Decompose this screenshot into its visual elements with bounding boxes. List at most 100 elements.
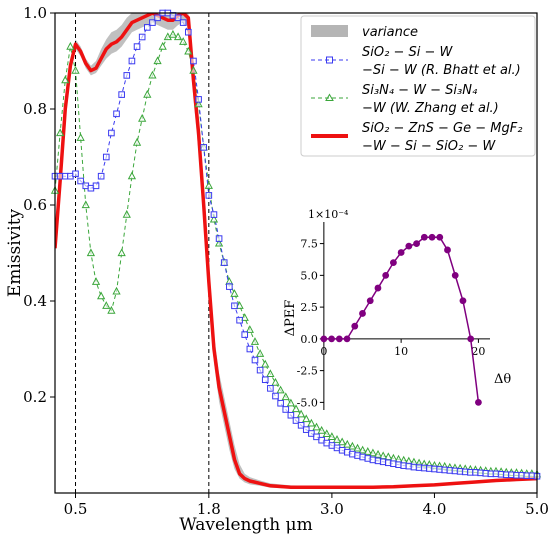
point-bhatt-18 bbox=[143, 24, 151, 31]
point-zhang-35 bbox=[230, 289, 239, 297]
inset-x-tick-label-1: 10 bbox=[394, 345, 408, 358]
variance-band bbox=[55, 13, 537, 489]
inset-y-tick-label-5: 7.5 bbox=[300, 238, 318, 251]
inset-point-5 bbox=[359, 310, 366, 317]
point-zhang-62 bbox=[368, 448, 378, 457]
point-bhatt-4 bbox=[72, 170, 79, 178]
inset-point-6 bbox=[366, 297, 374, 305]
inset-y-tick-label-1: -2.5 bbox=[297, 365, 318, 378]
legend-label-zhang-line2: −W (W. Zhang et al.) bbox=[362, 101, 499, 116]
point-zhang-59 bbox=[353, 443, 362, 452]
point-bhatt-39 bbox=[251, 356, 259, 364]
point-zhang-1 bbox=[55, 128, 65, 137]
x-axis-ticks: 0.5 1.8 3.0 4.0 5.0 bbox=[64, 493, 549, 518]
inset-point-10 bbox=[397, 249, 405, 256]
point-bhatt-5 bbox=[77, 177, 84, 185]
point-bhatt-46 bbox=[287, 411, 295, 419]
inset-point-0 bbox=[320, 335, 328, 343]
point-bhatt-9 bbox=[97, 172, 105, 180]
point-bhatt-13 bbox=[118, 91, 125, 98]
point-zhang-37 bbox=[240, 313, 249, 321]
point-bhatt-10 bbox=[102, 153, 110, 161]
point-bhatt-42 bbox=[267, 385, 274, 392]
point-zhang-56 bbox=[338, 437, 347, 446]
point-zhang-63 bbox=[373, 449, 383, 458]
x-tick-label-3: 4.0 bbox=[423, 500, 447, 518]
point-zhang-52 bbox=[317, 425, 326, 434]
inset-y-tick-label-0: -5.0 bbox=[297, 396, 318, 409]
inset-point-15 bbox=[436, 233, 444, 241]
legend-label-bhatt-line2: −Si − W (R. Bhatt et al.) bbox=[362, 63, 521, 78]
point-bhatt-29 bbox=[200, 144, 208, 151]
legend-box bbox=[300, 15, 536, 157]
point-zhang-7 bbox=[86, 248, 96, 257]
series-markers bbox=[50, 9, 542, 480]
point-bhatt-16 bbox=[133, 43, 141, 50]
y-axis-ticks: 0.2 0.4 0.6 0.8 1.0 bbox=[23, 4, 55, 406]
inset-x-tick-label-2: 20 bbox=[471, 345, 485, 358]
legend-marker-zhang bbox=[325, 93, 334, 101]
point-bhatt-30 bbox=[205, 192, 213, 199]
point-bhatt-25 bbox=[179, 19, 187, 26]
inset-y-tick-label-2: 0.0 bbox=[300, 333, 318, 346]
point-bhatt-27 bbox=[190, 57, 197, 65]
inset-point-18 bbox=[459, 297, 467, 305]
point-zhang-9 bbox=[97, 291, 106, 300]
point-zhang-3 bbox=[66, 41, 75, 50]
point-zhang-48 bbox=[296, 409, 306, 418]
point-zhang-18 bbox=[143, 89, 152, 98]
x-tick-label-4: 5.0 bbox=[525, 500, 549, 518]
legend-label-bhatt-line1: SiO₂ − Si − W bbox=[362, 45, 453, 60]
point-bhatt-41 bbox=[261, 376, 269, 384]
point-bhatt-34 bbox=[226, 283, 233, 290]
point-zhang-45 bbox=[281, 392, 290, 401]
point-zhang-46 bbox=[286, 398, 296, 407]
point-bhatt-28 bbox=[195, 96, 202, 103]
point-bhatt-38 bbox=[246, 345, 254, 353]
inset-point-3 bbox=[343, 335, 351, 343]
inset-point-4 bbox=[351, 322, 359, 330]
x-axis-title: Wavelength μm bbox=[179, 515, 312, 535]
legend-swatch-variance bbox=[311, 25, 348, 37]
inset-point-8 bbox=[382, 271, 390, 279]
point-zhang-13 bbox=[117, 248, 126, 257]
point-bhatt-24 bbox=[174, 14, 182, 22]
point-zhang-49 bbox=[302, 414, 311, 423]
point-zhang-39 bbox=[250, 337, 260, 345]
point-zhang-30 bbox=[204, 181, 213, 189]
point-zhang-61 bbox=[363, 447, 372, 455]
inset-series bbox=[320, 233, 482, 406]
legend-marker-bhatt bbox=[326, 56, 333, 64]
inset-point-11 bbox=[405, 242, 413, 250]
point-zhang-2 bbox=[61, 75, 70, 84]
y-axis-title: Emissivity bbox=[5, 208, 25, 297]
point-bhatt-32 bbox=[215, 235, 223, 242]
point-zhang-54 bbox=[327, 432, 337, 440]
inset-multiplier: 1×10⁻⁴ bbox=[308, 208, 349, 221]
point-zhang-16 bbox=[132, 137, 142, 146]
point-bhatt-36 bbox=[236, 316, 243, 324]
point-zhang-6 bbox=[81, 200, 90, 209]
point-zhang-4 bbox=[71, 65, 80, 74]
point-zhang-57 bbox=[343, 439, 352, 448]
point-bhatt-12 bbox=[113, 110, 120, 118]
inset-point-1 bbox=[328, 335, 335, 343]
plot-frame bbox=[54, 12, 538, 494]
inset-point-19 bbox=[467, 335, 475, 343]
legend-label-proposed-line2: −W − Si − SiO₂ − W bbox=[362, 139, 496, 154]
point-zhang-19 bbox=[148, 70, 157, 79]
x-tick-label-0: 0.5 bbox=[64, 500, 88, 518]
point-zhang-50 bbox=[307, 418, 316, 427]
inset-y-tick-label-3: 2.5 bbox=[300, 301, 318, 314]
series-line-proposed bbox=[55, 13, 537, 489]
point-zhang-23 bbox=[168, 29, 178, 38]
legend-label-variance: variance bbox=[362, 25, 418, 40]
point-zhang-27 bbox=[189, 65, 198, 74]
wavelength-boundaries bbox=[75, 13, 210, 493]
point-zhang-41 bbox=[261, 359, 270, 368]
variance-band-area bbox=[55, 13, 537, 489]
inset-point-13 bbox=[420, 233, 428, 241]
legend: variance SiO₂ − Si − W −Si − W (R. Bhatt… bbox=[300, 15, 536, 157]
point-bhatt-26 bbox=[185, 28, 192, 36]
